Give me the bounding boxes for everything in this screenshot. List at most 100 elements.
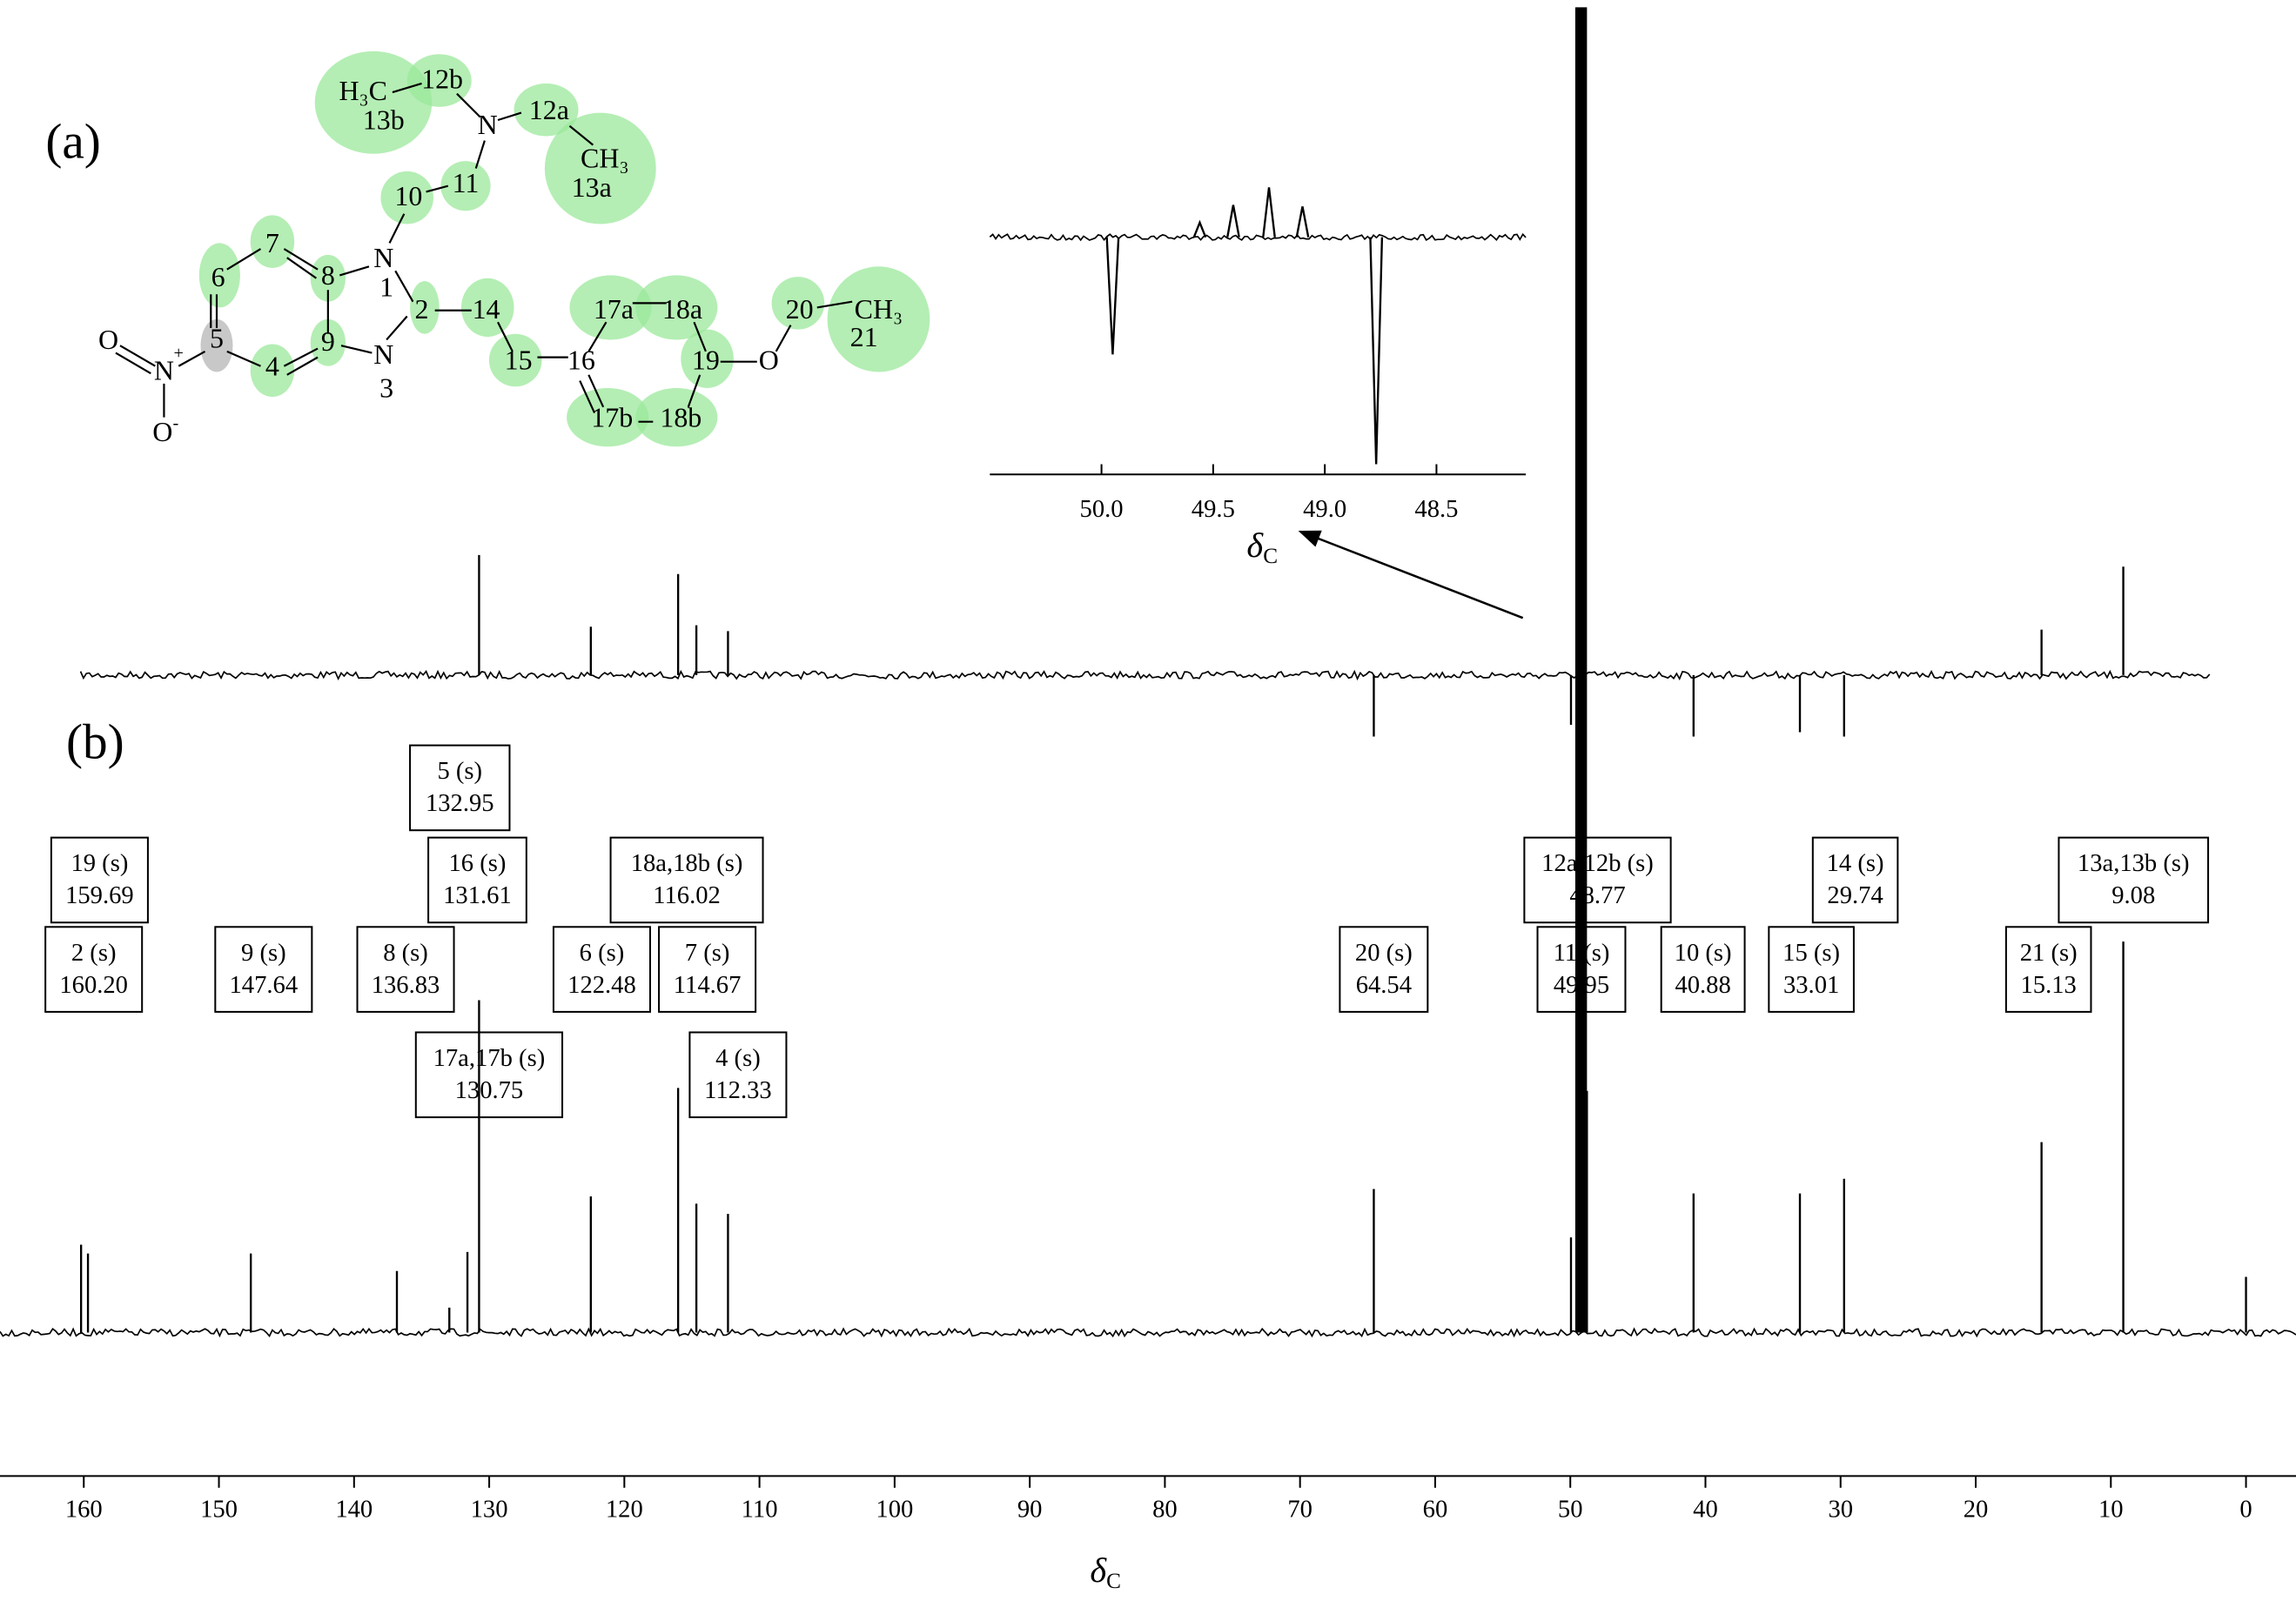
atom-label: 17a (594, 294, 634, 325)
peak-label: 9 (s) (241, 940, 286, 967)
peak (1262, 187, 1276, 238)
atom-label: 15 (505, 345, 533, 376)
atom-label: 8 (321, 260, 335, 291)
baseline-noise (0, 1327, 2296, 1338)
peak-label-box (2058, 836, 2210, 924)
atom-highlight (567, 387, 649, 447)
peak-shift-label: 9.08 (2111, 882, 2155, 909)
atom-label: O (152, 417, 172, 447)
peak-shift-label: 112.33 (704, 1077, 772, 1104)
atom-highlight (569, 275, 652, 340)
peak-shift-label: 136.83 (372, 972, 440, 999)
baseline-noise (989, 232, 1527, 242)
bond (426, 184, 449, 193)
x-axis-title: δC (1246, 526, 1278, 568)
bond (579, 380, 596, 414)
x-axis-symbol: δ (1090, 1551, 1107, 1590)
atom-highlight (314, 50, 433, 154)
x-tick-label: 120 (606, 1496, 643, 1523)
baseline-noise (79, 669, 2211, 681)
atom-label: N (478, 110, 498, 140)
x-tick-label: 60 (1423, 1496, 1448, 1523)
peak-label-box (1660, 926, 1746, 1013)
peak-shift-label: 29.74 (1827, 882, 1883, 909)
peak-shift-label: 147.64 (230, 972, 299, 999)
peak-label-box (1523, 836, 1672, 924)
x-tick-label: 50 (1558, 1496, 1583, 1523)
bond (568, 124, 594, 146)
x-tick-label: 100 (876, 1496, 913, 1523)
atom-highlight (827, 266, 930, 372)
peak-label: 12a,12b (s) (1541, 850, 1654, 877)
bond (115, 352, 151, 375)
bond (178, 350, 206, 367)
peak-shift-label: 33.01 (1783, 972, 1839, 999)
atom-label: 19 (692, 345, 720, 376)
atom-label: 12a (529, 95, 569, 125)
peak-shift-label: 114.67 (674, 972, 742, 999)
atom-label: 16 (567, 345, 595, 376)
x-tick-label: 130 (471, 1496, 508, 1523)
atom-label: 4 (265, 351, 279, 381)
atom-label: N (154, 355, 174, 385)
atom-label: O (759, 345, 779, 376)
bond (339, 265, 370, 277)
peak-label: 19 (s) (70, 850, 128, 877)
atom-label: 10 (394, 181, 422, 211)
bond (286, 356, 319, 376)
x-tick-label: 80 (1152, 1496, 1178, 1523)
bond (283, 248, 319, 271)
atom-label: 13b (363, 105, 405, 136)
atom-label: CH₃ (581, 143, 629, 173)
atom-highlight (250, 215, 295, 268)
atom-highlight (544, 112, 656, 224)
panel-label: (a) (45, 114, 100, 169)
peak-label-box (552, 926, 651, 1013)
bond (283, 347, 319, 367)
atom-label: - (173, 414, 179, 433)
atom-highlight (488, 333, 542, 387)
atom-highlight (410, 281, 440, 334)
peak-label-box (427, 836, 527, 924)
peak-shift-label: 15.13 (2021, 972, 2077, 999)
atom-highlight (198, 243, 240, 308)
atom-label: + (174, 344, 184, 363)
peak-shift-label: 160.20 (59, 972, 128, 999)
peak-label: 4 (s) (715, 1045, 761, 1072)
atom-label: H₃C (339, 76, 387, 106)
atom-label: 2 (415, 294, 429, 325)
peak-label: 2 (s) (71, 940, 117, 967)
peak-label: 7 (s) (685, 940, 730, 967)
peak-label: 13a,13b (s) (2078, 850, 2190, 877)
peak-shift-label: 131.61 (443, 882, 512, 909)
atom-label: 12b (421, 64, 463, 95)
atom-label: 9 (321, 326, 335, 357)
atom-label: 3 (379, 373, 393, 404)
peak (1369, 237, 1384, 465)
peak-shift-label: 116.02 (653, 882, 721, 909)
bond (388, 213, 406, 244)
bond (226, 248, 262, 271)
x-tick-label: 110 (742, 1496, 778, 1523)
x-tick-label: 30 (1828, 1496, 1853, 1523)
peak (1226, 204, 1240, 238)
atom-label: 18b (660, 402, 702, 432)
peak-label: 8 (s) (383, 940, 428, 967)
bond (474, 140, 486, 169)
atom-highlight (440, 161, 491, 211)
x-tick-label: 49.5 (1192, 496, 1235, 523)
peak-label-box (50, 836, 149, 924)
atom-highlight (635, 275, 718, 340)
peak-shift-label: 40.88 (1675, 972, 1730, 999)
peak-label: 21 (s) (2020, 940, 2078, 967)
peak-label: 14 (s) (1827, 850, 1884, 877)
atom-label: 7 (265, 228, 279, 258)
atom-label: 20 (786, 294, 814, 325)
bond (775, 325, 792, 352)
peak-label-box (356, 926, 455, 1013)
atom-label: 17b (591, 402, 633, 432)
peak-label-box (44, 926, 144, 1013)
atom-highlight (380, 171, 433, 224)
x-tick-label: 40 (1693, 1496, 1718, 1523)
